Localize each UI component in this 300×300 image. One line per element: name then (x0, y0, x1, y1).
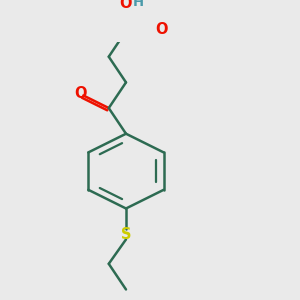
Text: S: S (121, 227, 131, 242)
Text: O: O (75, 86, 87, 101)
Text: H: H (132, 0, 144, 9)
Text: O: O (155, 22, 168, 37)
Text: O: O (120, 0, 132, 11)
